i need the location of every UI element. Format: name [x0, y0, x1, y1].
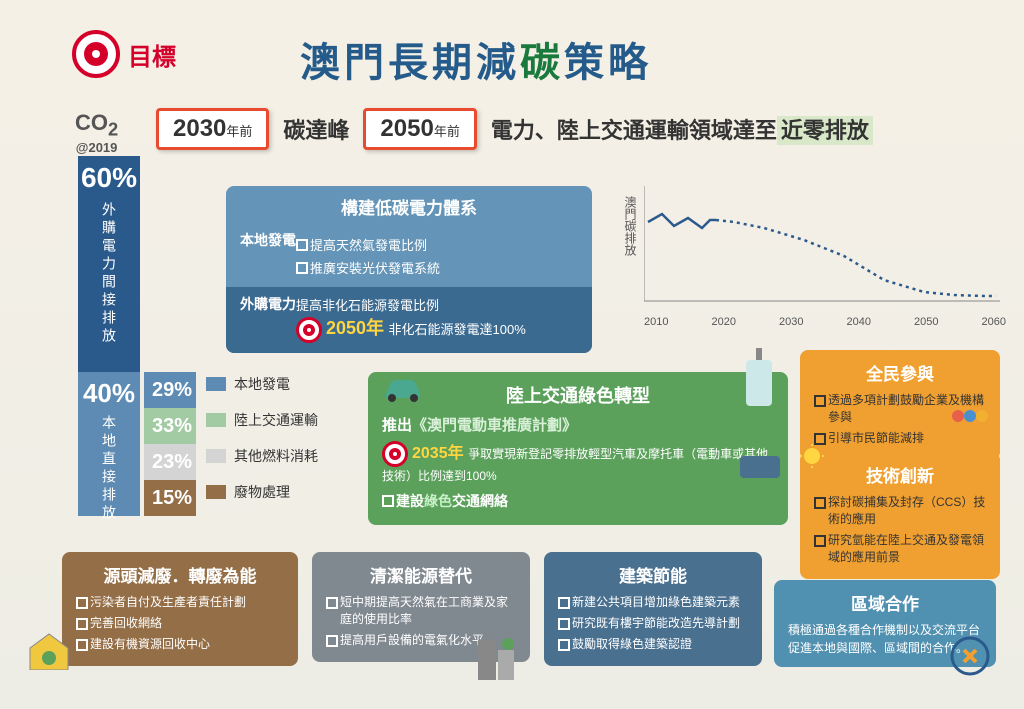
panel-building: 建築節能 新建公共項目增加綠色建築元素研究既有樓宇節能改造先導計劃鼓勵取得綠色建…	[544, 552, 762, 666]
bulb-icon	[800, 444, 824, 468]
charger-icon	[746, 360, 772, 406]
target-icon	[72, 30, 120, 78]
emissions-chart: 澳門碳排放 2010 2020 2030 2040 2050 2060	[626, 186, 1006, 326]
goal-2050: 2050年前	[363, 108, 476, 150]
bb-fuel: 23%	[144, 444, 196, 480]
legend: 本地發電 陸上交通運輸 其他燃料消耗 廢物處理	[206, 374, 318, 518]
target-icon	[296, 317, 322, 343]
goals-row: 2030年前 碳達峰 2050年前 電力、陸上交通運輸領域達至近零排放	[156, 108, 873, 150]
bb-transport: 33%	[144, 408, 196, 444]
panel-transport: 陸上交通綠色轉型 推出《澳門電動車推廣計劃》 2035年 爭取實現新登記零排放輕…	[368, 372, 788, 525]
chart-xaxis: 2010 2020 2030 2040 2050 2060	[644, 316, 1006, 328]
goal-2050-text: 電力、陸上交通運輸領域達至近零排放	[491, 113, 873, 145]
goal-header: 目標	[72, 30, 176, 78]
house-icon	[26, 630, 72, 670]
page-title: 澳門長期減碳策略	[300, 30, 652, 88]
bar-40: 40% 本地直接排放	[78, 372, 140, 516]
co2-label: CO2 @2019	[75, 110, 118, 155]
goal-2030: 2030年前	[156, 108, 269, 150]
bus-icon	[740, 456, 780, 478]
swatch	[206, 413, 226, 427]
goal-label: 目標	[128, 37, 176, 72]
panel-participation: 全民參與 透過多項計劃鼓勵企業及機構參與引導市民節能減排	[800, 350, 1000, 460]
bb-local: 29%	[144, 372, 196, 408]
swatch	[206, 449, 226, 463]
target-icon	[382, 441, 408, 467]
bar-60: 60% 外購電力間接排放	[78, 156, 140, 372]
people-icon	[948, 408, 992, 436]
panel-electricity: 構建低碳電力體系 本地發電 提高天然氣發電比例推廣安裝光伏發電系統 外購電力 提…	[226, 186, 592, 353]
panel-tech: 技術創新 探討碳捕集及封存（CCS）技術的應用研究氫能在陸上交通及發電領域的應用…	[800, 452, 1000, 579]
hands-icon	[950, 636, 990, 676]
breakdown-bars: 29% 33% 23% 15%	[144, 372, 196, 516]
chart-svg	[644, 186, 1000, 306]
car-icon	[380, 376, 424, 404]
bb-waste: 15%	[144, 480, 196, 516]
building-icon	[470, 630, 520, 680]
main-bar-chart: 60% 外購電力間接排放 40% 本地直接排放	[78, 156, 140, 516]
panel-waste: 源頭減廢．轉廢為能 污染者自付及生產者責任計劃完善回收網絡建設有機資源回收中心	[62, 552, 298, 666]
swatch	[206, 377, 226, 391]
goal-2030-text: 碳達峰	[283, 113, 349, 145]
swatch	[206, 485, 226, 499]
